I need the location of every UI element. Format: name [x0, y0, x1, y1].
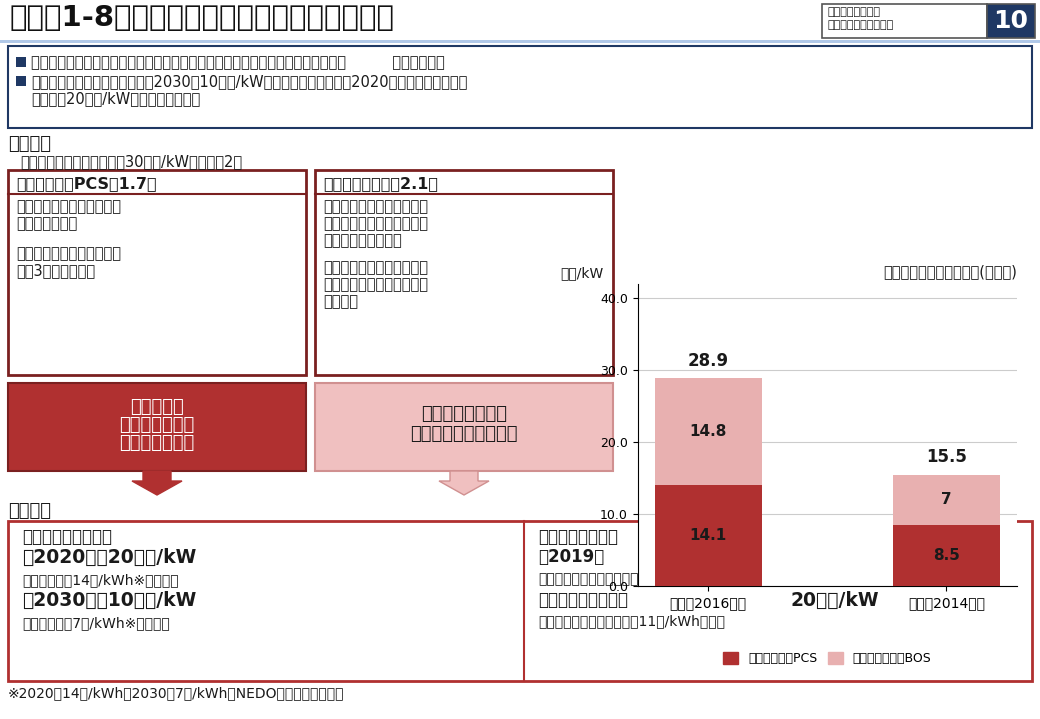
- Bar: [16, 57, 26, 67]
- Text: （売電価格が電力市場価格11円/kWh並み）: （売電価格が電力市場価格11円/kWh並み）: [538, 614, 725, 628]
- Bar: [655, 485, 762, 586]
- Text: 日欧のシステム費用比較(非住宅): 日欧のシステム費用比較(非住宅): [883, 264, 1017, 279]
- Text: 欧州の約２倍のシステム費用を大幅に引き下げ、市場価格水準をそれぞれ達成。          （＝自立化）: 欧州の約２倍のシステム費用を大幅に引き下げ、市場価格水準をそれぞれ達成。 （＝自…: [31, 55, 445, 70]
- Text: 化されていない。: 化されていない。: [323, 233, 401, 248]
- FancyArrow shape: [132, 471, 182, 495]
- Bar: [8, 170, 306, 375]
- Text: 工法等の最適化、: 工法等の最適化、: [421, 405, 508, 423]
- Bar: [315, 383, 613, 471]
- Text: ・太陽光専門の施工事業者: ・太陽光専門の施工事業者: [323, 199, 428, 214]
- Text: 現行のシステム費用は、約30万円/kWで欧州の2倍: 現行のシステム費用は、約30万円/kWで欧州の2倍: [20, 154, 242, 169]
- Text: 10: 10: [993, 9, 1029, 33]
- Text: ・2020年　20万円/kW: ・2020年 20万円/kW: [22, 548, 197, 567]
- Text: 格差が存在。: 格差が存在。: [16, 216, 77, 231]
- Text: 技術開発等により低減: 技術開発等により低減: [410, 425, 518, 443]
- Text: モジュール・PCS：1.7倍: モジュール・PCS：1.7倍: [16, 176, 157, 191]
- FancyArrow shape: [439, 471, 489, 495]
- Text: 14.8: 14.8: [690, 424, 727, 439]
- Text: も少なく、工法等が最適: も少なく、工法等が最適: [323, 216, 428, 231]
- Text: 費増。: 費増。: [323, 294, 358, 309]
- Text: 地環境による工事・架台: 地環境による工事・架台: [323, 277, 428, 292]
- Text: 万円/kW: 万円/kW: [561, 266, 604, 280]
- Text: 競争促進と: 競争促進と: [130, 398, 184, 416]
- Text: （参考1-8）太陽光発電のコスト低減イメージ: （参考1-8）太陽光発電のコスト低減イメージ: [10, 4, 395, 32]
- Text: （発電コスト7円/kWh※に相当）: （発電コスト7円/kWh※に相当）: [22, 616, 170, 630]
- Bar: [0, 0, 1040, 42]
- Text: 20万円/kW: 20万円/kW: [790, 591, 879, 610]
- Text: ＜住宅用太陽光＞: ＜住宅用太陽光＞: [538, 528, 618, 546]
- Text: 国際価格に収斂: 国際価格に収斂: [120, 434, 194, 452]
- Text: で3倍の価格差。: で3倍の価格差。: [16, 263, 95, 278]
- Text: ・日本特有の災害対応や土: ・日本特有の災害対応や土: [323, 260, 428, 275]
- Bar: [8, 521, 1032, 681]
- Bar: [8, 46, 1032, 128]
- Bar: [892, 475, 999, 525]
- Bar: [892, 525, 999, 586]
- Bar: [315, 170, 613, 375]
- Text: ・住宅用は過剰な流通構造: ・住宅用は過剰な流通構造: [16, 246, 121, 261]
- Bar: [16, 76, 26, 86]
- Text: 技術開発により: 技術開発により: [120, 416, 194, 434]
- Text: ・2019年: ・2019年: [538, 548, 604, 566]
- Text: 太陽光発電競争力: 太陽光発電競争力: [828, 7, 881, 17]
- Bar: [822, 4, 987, 38]
- Legend: モジュール・PCS, 工事費・架台・BOS: モジュール・PCS, 工事費・架台・BOS: [719, 647, 936, 670]
- Text: ・出来るだけ早期に: ・出来るだけ早期に: [538, 591, 628, 609]
- Text: 8.5: 8.5: [933, 548, 960, 563]
- Text: このため、非住宅については、2030年10万円/kW、住宅用については、2020年以降できるだけ早: このため、非住宅については、2030年10万円/kW、住宅用については、2020…: [31, 74, 467, 89]
- Bar: [8, 383, 306, 471]
- Text: ・2030年　10万円/kW: ・2030年 10万円/kW: [22, 591, 197, 610]
- Text: 強化研究会とりまとめ: 強化研究会とりまとめ: [828, 20, 894, 30]
- Text: い時期に20万円/kWの達成を目指す。: い時期に20万円/kWの達成を目指す。: [31, 91, 201, 106]
- Text: ＜非住宅用太陽光＞: ＜非住宅用太陽光＞: [22, 528, 112, 546]
- Text: 工事費・架台等：2.1倍: 工事費・架台等：2.1倍: [323, 176, 438, 191]
- Text: 7: 7: [941, 493, 952, 507]
- Text: 30万円/kW: 30万円/kW: [790, 548, 879, 567]
- Text: ※2020年14円/kWh、2030年7円/kWhはNEDO技術開発戦略目標: ※2020年14円/kWh、2030年7円/kWhはNEDO技術開発戦略目標: [8, 686, 344, 700]
- Bar: [0, 40, 1040, 43]
- Text: 15.5: 15.5: [926, 448, 967, 466]
- Bar: [987, 4, 1035, 38]
- Text: （発電コスト14円/kWh※に相当）: （発電コスト14円/kWh※に相当）: [22, 573, 179, 587]
- Text: 28.9: 28.9: [687, 352, 729, 370]
- Bar: [655, 378, 762, 485]
- Text: 14.1: 14.1: [690, 528, 727, 543]
- Text: （売電価格が家庭用電力料金24円/kWh並み）: （売電価格が家庭用電力料金24円/kWh並み）: [538, 571, 733, 585]
- Text: 【目標】: 【目標】: [8, 502, 51, 520]
- Text: 【現状】: 【現状】: [8, 135, 51, 153]
- Text: ・国際流通商品でも内外価: ・国際流通商品でも内外価: [16, 199, 121, 214]
